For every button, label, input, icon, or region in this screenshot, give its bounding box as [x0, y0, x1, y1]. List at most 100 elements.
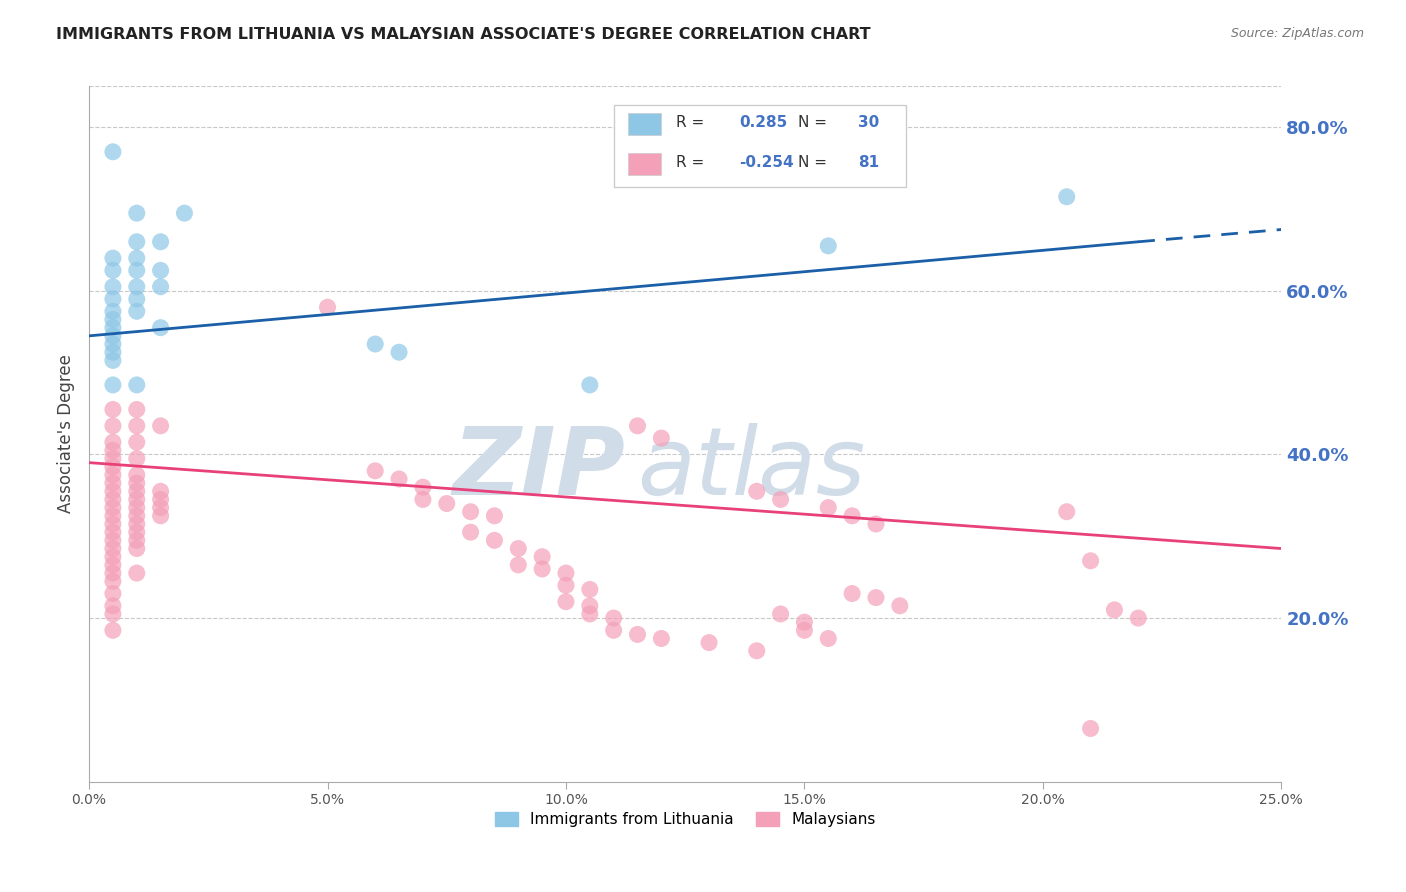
Point [865, 591, 887, 605]
Point [508, 541, 530, 556]
Point [555, 595, 578, 609]
Point [484, 533, 506, 548]
Point [769, 607, 792, 621]
Point [149, 508, 172, 523]
Point [602, 624, 624, 638]
Point [125, 533, 148, 548]
Point [460, 525, 482, 540]
Point [101, 599, 124, 613]
Point [436, 497, 458, 511]
Point [149, 263, 172, 277]
Point [841, 586, 863, 600]
Point [101, 467, 124, 482]
Point [101, 312, 124, 326]
Point [125, 402, 148, 417]
Y-axis label: Associate's Degree: Associate's Degree [58, 355, 75, 514]
Point [101, 516, 124, 531]
Point [125, 492, 148, 507]
Point [101, 525, 124, 540]
Point [101, 329, 124, 343]
Point [101, 533, 124, 548]
Point [125, 484, 148, 499]
Text: ZIP: ZIP [453, 423, 626, 515]
Point [101, 435, 124, 450]
Point [865, 516, 887, 531]
Point [889, 599, 911, 613]
Bar [628, 112, 661, 135]
Point [101, 337, 124, 351]
Point [555, 566, 578, 580]
Point [626, 418, 648, 433]
Point [101, 574, 124, 589]
Point [650, 632, 672, 646]
Point [579, 607, 602, 621]
Point [745, 484, 768, 499]
Point [101, 378, 124, 392]
Point [101, 459, 124, 474]
Point [316, 300, 339, 314]
Point [101, 492, 124, 507]
Point [125, 378, 148, 392]
Point [125, 566, 148, 580]
Point [412, 480, 434, 494]
Text: 30: 30 [858, 115, 879, 130]
Point [101, 345, 124, 359]
Point [101, 624, 124, 638]
Point [579, 378, 602, 392]
Text: N =: N = [799, 155, 828, 170]
Point [125, 235, 148, 249]
Point [125, 451, 148, 466]
Point [412, 492, 434, 507]
Point [101, 484, 124, 499]
Point [1080, 554, 1102, 568]
Point [793, 624, 815, 638]
Point [125, 476, 148, 491]
Point [817, 500, 839, 515]
Point [125, 292, 148, 306]
Text: 81: 81 [858, 155, 879, 170]
Point [149, 235, 172, 249]
Point [626, 627, 648, 641]
Point [364, 337, 387, 351]
Point [650, 431, 672, 445]
Point [125, 206, 148, 220]
Text: Source: ZipAtlas.com: Source: ZipAtlas.com [1230, 27, 1364, 40]
Point [531, 562, 554, 576]
Point [149, 500, 172, 515]
Point [125, 500, 148, 515]
Point [101, 549, 124, 564]
Point [101, 145, 124, 159]
Point [125, 279, 148, 293]
Point [101, 251, 124, 265]
Point [101, 320, 124, 334]
Point [101, 402, 124, 417]
Point [149, 492, 172, 507]
Point [579, 582, 602, 597]
Point [101, 451, 124, 466]
Point [697, 635, 720, 649]
Point [769, 492, 792, 507]
Point [531, 549, 554, 564]
Point [101, 541, 124, 556]
Point [101, 304, 124, 318]
Point [149, 418, 172, 433]
Point [125, 541, 148, 556]
Point [101, 500, 124, 515]
Point [101, 508, 124, 523]
Point [817, 632, 839, 646]
Point [149, 320, 172, 334]
Point [125, 467, 148, 482]
Point [101, 607, 124, 621]
Point [101, 558, 124, 572]
Point [745, 644, 768, 658]
Text: R =: R = [676, 115, 704, 130]
Point [101, 263, 124, 277]
Text: N =: N = [799, 115, 828, 130]
Point [579, 599, 602, 613]
Point [101, 566, 124, 580]
Point [101, 353, 124, 368]
Point [484, 508, 506, 523]
Point [817, 239, 839, 253]
Point [101, 292, 124, 306]
Point [388, 345, 411, 359]
